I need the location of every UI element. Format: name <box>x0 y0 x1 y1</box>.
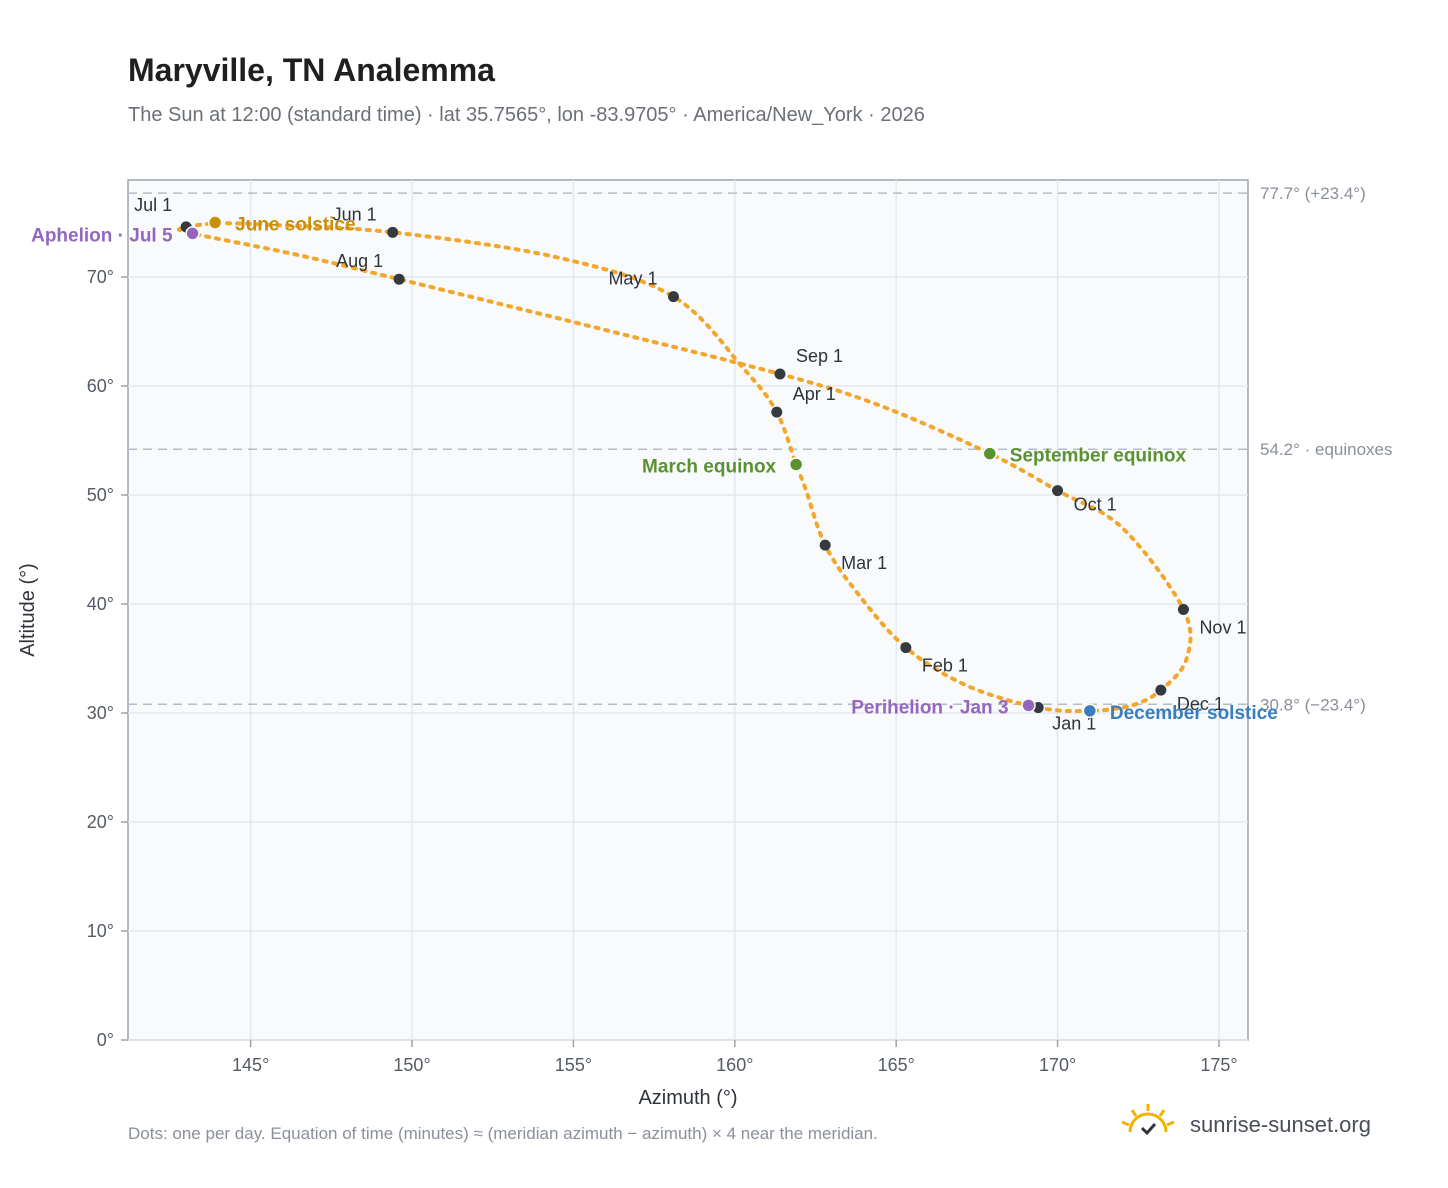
footnote: Dots: one per day. Equation of time (min… <box>128 1124 878 1143</box>
month-label: Nov 1 <box>1199 617 1246 637</box>
y-tick-label: 30° <box>87 703 114 723</box>
x-tick-label: 145° <box>232 1055 269 1075</box>
x-tick-label: 150° <box>393 1055 430 1075</box>
y-tick-label: 60° <box>87 376 114 396</box>
x-axis-label: Azimuth (°) <box>638 1087 737 1109</box>
y-tick-label: 40° <box>87 594 114 614</box>
month-label: May 1 <box>608 269 657 289</box>
month-marker <box>1177 603 1189 615</box>
month-label: Jul 1 <box>134 195 172 215</box>
month-label: Feb 1 <box>922 656 968 676</box>
month-label: Aug 1 <box>336 251 383 271</box>
month-label: Mar 1 <box>841 553 887 573</box>
event-marker <box>207 215 223 230</box>
event-label: June solstice <box>235 215 355 236</box>
analemma-dots <box>177 221 1193 714</box>
plot-area <box>127 179 1249 1041</box>
x-tick-label: 160° <box>716 1055 753 1075</box>
month-markers: Jan 1 Feb 1 Mar 1 Apr 1 May 1 Jun 1 Jul 1 Aug 1… <box>134 195 1246 734</box>
y-tick-label: 70° <box>87 267 114 287</box>
y-tick-label: 50° <box>87 485 114 505</box>
reference-line-label: 77.7° (+23.4°) <box>1260 184 1366 203</box>
reference-lines: 77.7° (+23.4°) 54.2° · equinoxes 30.8° (−2… <box>128 184 1393 714</box>
y-tick-label: 20° <box>87 812 114 832</box>
month-label: Oct 1 <box>1074 495 1117 515</box>
event-markers: June solstice Aphelion · Jul 5 March equin… <box>31 215 1278 724</box>
brand-name: sunrise-sunset.org <box>1190 1112 1371 1137</box>
chart-title: Maryville, TN Analemma <box>128 52 495 88</box>
month-label: Sep 1 <box>796 346 843 366</box>
month-marker <box>771 406 783 418</box>
y-tick-label: 10° <box>87 921 114 941</box>
month-marker <box>393 273 405 285</box>
chart-subtitle: The Sun at 12:00 (standard time) · lat 3… <box>128 104 925 126</box>
event-label: Aphelion · Jul 5 <box>31 225 173 246</box>
month-marker <box>667 291 679 303</box>
y-axis-label: Altitude (°) <box>17 563 39 657</box>
month-marker <box>1155 684 1167 696</box>
event-label: Perihelion · Jan 3 <box>851 697 1008 718</box>
month-marker <box>1052 485 1064 497</box>
reference-line-label: 30.8° (−23.4°) <box>1260 695 1366 714</box>
axes: 145° 150° 155° 160° 165° 170° 175° 0° 10° 20° 30° 4… <box>87 267 1238 1075</box>
month-marker <box>819 539 831 551</box>
x-tick-label: 155° <box>555 1055 592 1075</box>
analemma-curve <box>177 221 1193 714</box>
y-tick-label: 0° <box>97 1030 114 1050</box>
month-label: Jun 1 <box>333 204 377 224</box>
month-marker <box>387 226 399 238</box>
event-marker <box>1021 698 1036 713</box>
month-marker <box>900 642 912 654</box>
sun-logo-icon <box>1121 1104 1175 1136</box>
month-label: Jan 1 <box>1052 714 1096 734</box>
x-tick-label: 165° <box>878 1055 915 1075</box>
event-marker <box>1082 703 1098 719</box>
event-marker <box>982 446 998 461</box>
event-marker <box>185 226 200 241</box>
brand[interactable]: sunrise-sunset.org <box>1120 1100 1390 1150</box>
reference-line-label: 54.2° · equinoxes <box>1260 440 1393 459</box>
event-label: September equinox <box>1010 446 1187 467</box>
event-marker <box>788 457 804 472</box>
month-marker <box>774 368 786 380</box>
x-tick-label: 175° <box>1200 1055 1237 1075</box>
month-label: Dec 1 <box>1177 694 1224 714</box>
x-tick-label: 170° <box>1039 1055 1076 1075</box>
event-label: December solstice <box>1110 703 1278 724</box>
event-label: March equinox <box>642 456 777 477</box>
grid <box>128 180 1248 1041</box>
month-label: Apr 1 <box>793 384 836 404</box>
